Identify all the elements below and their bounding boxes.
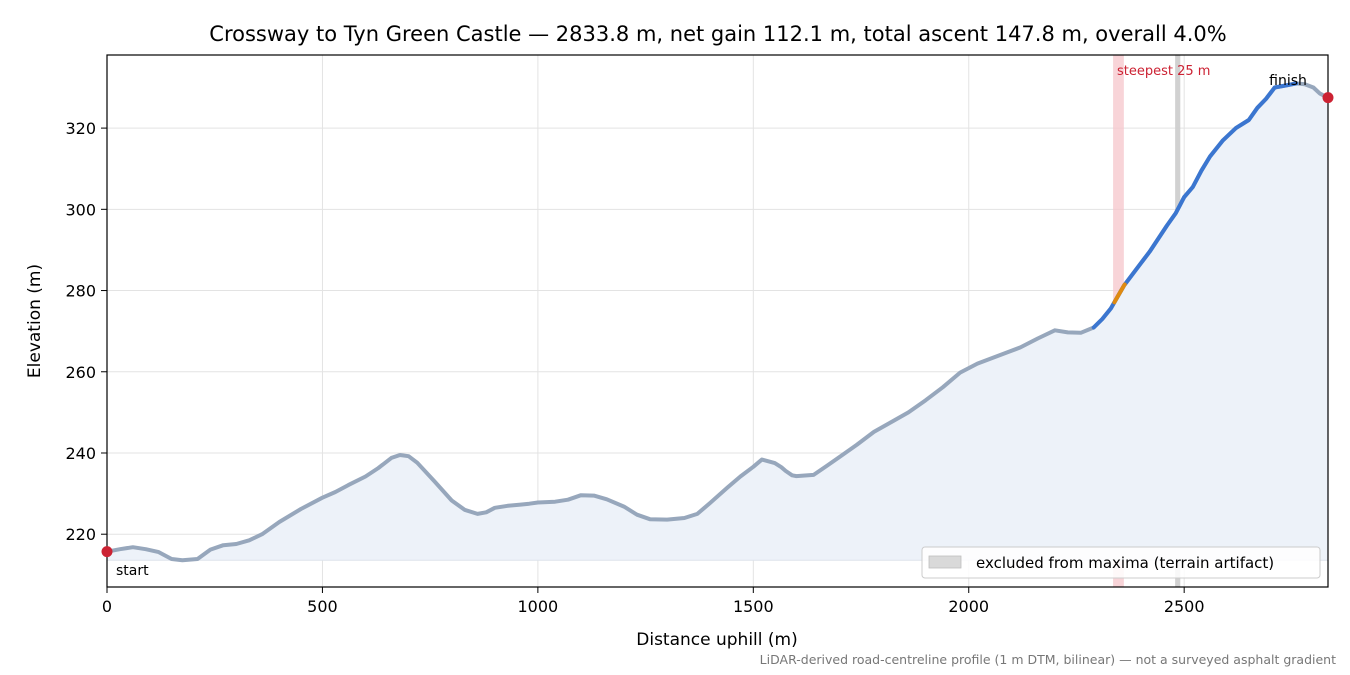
chart-title: Crossway to Tyn Green Castle — 2833.8 m,… <box>209 22 1226 46</box>
start-point <box>101 546 113 558</box>
y-axis-label: Elevation (m) <box>25 264 45 378</box>
plot-frame <box>106 54 1329 588</box>
legend-box <box>921 546 1321 579</box>
endpoint-markers <box>101 92 1334 558</box>
elevation-area-fill <box>107 83 1328 561</box>
x-axis-label: Distance uphill (m) <box>636 630 797 650</box>
x-tick-label: 2000 <box>948 597 989 616</box>
y-tick-label: 240 <box>65 444 96 463</box>
legend-swatch <box>928 555 962 569</box>
x-tick-label: 500 <box>307 597 338 616</box>
y-axis-ticks: 220 240 260 280 300 320 <box>65 119 107 544</box>
y-tick-label: 280 <box>65 282 96 301</box>
start-label: start <box>116 563 149 579</box>
x-tick-label: 1500 <box>733 597 774 616</box>
footnote: LiDAR-derived road-centreline profile (1… <box>760 652 1336 667</box>
x-tick-label: 0 <box>102 597 112 616</box>
x-axis-ticks: 0 500 1000 1500 2000 2500 <box>102 587 1205 616</box>
legend-label: excluded from maxima (terrain artifact) <box>976 554 1274 572</box>
steepest-label: steepest 25 m <box>1117 64 1210 79</box>
steepest-segment-line <box>1112 282 1127 305</box>
y-tick-label: 300 <box>65 200 96 219</box>
finish-label: finish <box>1269 73 1307 89</box>
finish-point <box>1322 92 1334 104</box>
y-tick-label: 220 <box>65 525 96 544</box>
legend: excluded from maxima (terrain artifact) <box>921 546 1321 579</box>
y-tick-label: 260 <box>65 363 96 382</box>
y-tick-label: 320 <box>65 119 96 138</box>
x-tick-label: 2500 <box>1164 597 1205 616</box>
x-tick-label: 1000 <box>518 597 559 616</box>
